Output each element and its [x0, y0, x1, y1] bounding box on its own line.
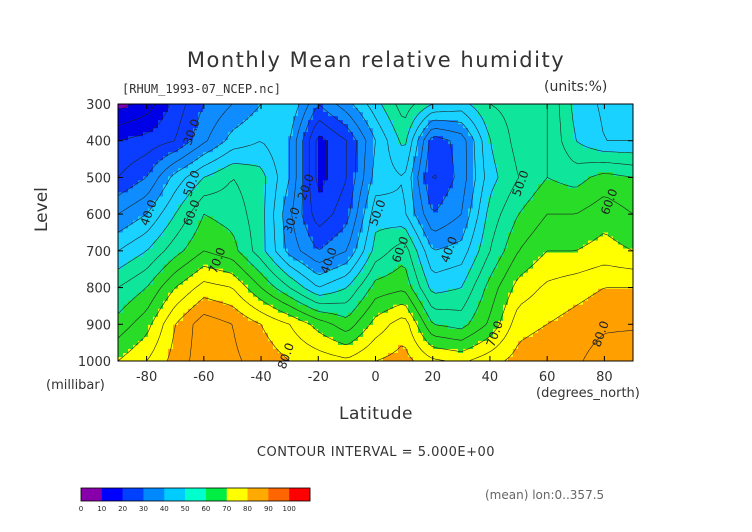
colorbar-tick-label: 70 [222, 505, 231, 513]
x-tick-label: 80 [596, 370, 613, 385]
colorbar-tick-label: 20 [118, 505, 127, 513]
colorbar-tick-label: 50 [181, 505, 190, 513]
x-axis-units: (degrees_north) [536, 386, 640, 401]
contour-line [117, 103, 437, 227]
colorbar-swatch [143, 488, 165, 501]
colorbar-tick-label: 60 [201, 505, 210, 513]
colorbar-tick-label: 0 [79, 505, 83, 513]
colorbar-swatch [247, 488, 269, 501]
y-tick-label: 800 [86, 282, 111, 297]
y-tick-label: 700 [86, 245, 111, 260]
x-tick-label: -20 [308, 370, 329, 385]
colorbar-tick-label: 100 [283, 505, 296, 513]
colorbar-swatch [268, 488, 290, 501]
contour-line [117, 103, 156, 126]
y-tick-label: 600 [86, 208, 111, 223]
contour-line [189, 314, 634, 362]
contour-line [117, 103, 455, 250]
y-tick-label: 500 [86, 171, 111, 186]
colorbar-tick-label: 80 [243, 505, 252, 513]
y-axis-label: Level [32, 187, 52, 232]
x-tick-label: -60 [193, 370, 214, 385]
subset-note: (mean) lon:0..357.5 [485, 488, 605, 502]
x-tick-label: 0 [371, 370, 379, 385]
colorbar-swatch [226, 488, 248, 501]
chart-title: Monthly Mean relative humidity [186, 48, 566, 72]
contour-lines [117, 103, 634, 362]
y-tick-label: 400 [86, 135, 111, 150]
contour-line [117, 103, 476, 275]
contour-line [117, 103, 634, 311]
contour-line [117, 103, 467, 263]
contour-line [166, 287, 633, 362]
y-tick-label: 1000 [78, 355, 111, 370]
colorbar-swatch [81, 488, 103, 501]
colorbar-frame [80, 487, 311, 502]
colorbar-tick-label: 40 [160, 505, 169, 513]
colorbar-swatch [289, 488, 311, 501]
y-tick-label: 900 [86, 318, 111, 333]
colorbar-tick-label: 90 [264, 505, 273, 513]
colorbar-swatch [185, 488, 207, 501]
humidity-field [118, 104, 634, 362]
y-axis-units: (millibar) [46, 378, 105, 393]
source-file-label: [RHUM_1993-07_NCEP.nc] [122, 82, 281, 96]
colorbar-swatch [101, 488, 123, 501]
colorbar-swatch [122, 488, 144, 501]
contour-line [146, 264, 634, 362]
contour-line [117, 233, 634, 362]
colorbar-tick-label: 10 [97, 505, 106, 513]
x-tick-label: 40 [482, 370, 499, 385]
x-tick-label: 20 [424, 370, 441, 385]
colorbar-swatch [205, 488, 228, 501]
colorbar-tick-label: 30 [139, 505, 148, 513]
contour-interval-label: CONTOUR INTERVAL = 5.000E+00 [256, 445, 496, 460]
units-label: (units:%) [544, 79, 608, 95]
contour-line [117, 196, 634, 341]
x-tick-label: -40 [250, 370, 271, 385]
colorbar: 0 10 20 30 40 50 60 70 80 90 100 [79, 487, 311, 513]
x-axis-label: Latitude [339, 404, 413, 424]
colorbar-swatch [164, 488, 186, 501]
x-tick-label: -80 [136, 370, 157, 385]
y-tick-label: 300 [86, 98, 111, 113]
x-tick-label: 60 [539, 370, 556, 385]
contour-line [117, 103, 634, 296]
